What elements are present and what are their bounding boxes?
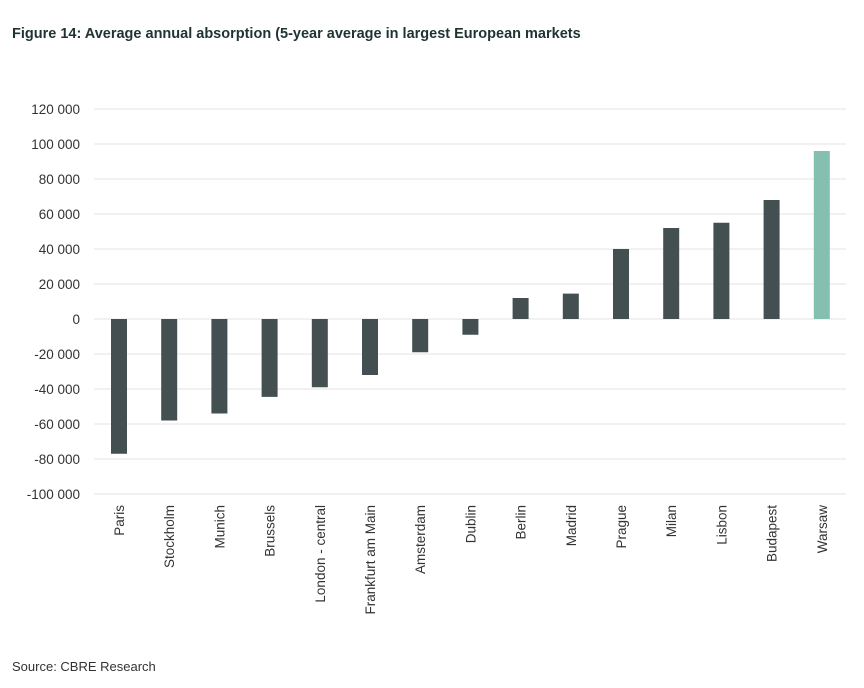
y-axis-tick-labels: 120 000 100 000 80 000 60 000 40 000 20 000 0 -… bbox=[27, 102, 80, 502]
x-category-label: Prague bbox=[614, 505, 629, 549]
x-category-label: Warsaw bbox=[815, 505, 830, 554]
y-tick-label: -80 000 bbox=[34, 452, 80, 467]
x-axis-category-labels: Paris Stockholm Munich Brussels London - cen… bbox=[112, 505, 830, 615]
bar-munich bbox=[211, 319, 228, 414]
bar-warsaw bbox=[813, 151, 830, 319]
y-tick-label: 80 000 bbox=[39, 172, 80, 187]
bar-dublin bbox=[462, 319, 479, 335]
x-category-label: Berlin bbox=[514, 505, 529, 540]
bar-paris bbox=[111, 319, 127, 454]
x-category-label: Amsterdam bbox=[413, 505, 428, 574]
x-category-label: Munich bbox=[212, 505, 227, 549]
y-tick-label: 20 000 bbox=[39, 277, 80, 292]
x-category-label: Lisbon bbox=[714, 505, 729, 545]
y-tick-label: -100 000 bbox=[27, 487, 80, 502]
bar-budapest bbox=[763, 200, 780, 319]
bar-stockholm bbox=[161, 319, 178, 421]
x-category-label: Stockholm bbox=[162, 505, 177, 568]
y-tick-label: -20 000 bbox=[34, 347, 80, 362]
chart-title: Figure 14: Average annual absorption (5-… bbox=[12, 26, 581, 42]
x-category-label: Budapest bbox=[765, 505, 780, 562]
bar-prague bbox=[613, 249, 629, 319]
x-category-label: Frankfurt am Main bbox=[363, 505, 378, 615]
bar-frankfurt-am-main bbox=[362, 319, 378, 375]
bar-lisbon bbox=[713, 222, 730, 319]
x-category-label: Madrid bbox=[564, 505, 579, 546]
bar-berlin bbox=[512, 298, 529, 319]
bar-madrid bbox=[562, 293, 579, 319]
bars bbox=[111, 151, 830, 454]
source-note: Source: CBRE Research bbox=[12, 659, 156, 674]
y-tick-label: 100 000 bbox=[31, 137, 80, 152]
y-tick-label: -40 000 bbox=[34, 382, 80, 397]
x-category-label: Dublin bbox=[463, 505, 478, 543]
x-category-label: London - central bbox=[313, 505, 328, 603]
x-category-label: Brussels bbox=[263, 505, 278, 557]
y-tick-label: -60 000 bbox=[34, 417, 80, 432]
x-category-label: Paris bbox=[112, 505, 127, 536]
bar-london-central bbox=[311, 319, 328, 388]
y-tick-label: 120 000 bbox=[31, 102, 80, 117]
gridlines bbox=[94, 108, 846, 495]
y-tick-label: 0 bbox=[72, 312, 80, 327]
bar-milan bbox=[663, 228, 680, 319]
bar-amsterdam bbox=[412, 319, 429, 353]
bar-brussels bbox=[261, 319, 278, 397]
x-category-label: Milan bbox=[664, 505, 679, 537]
y-tick-label: 40 000 bbox=[39, 242, 80, 257]
y-tick-label: 60 000 bbox=[39, 207, 80, 222]
